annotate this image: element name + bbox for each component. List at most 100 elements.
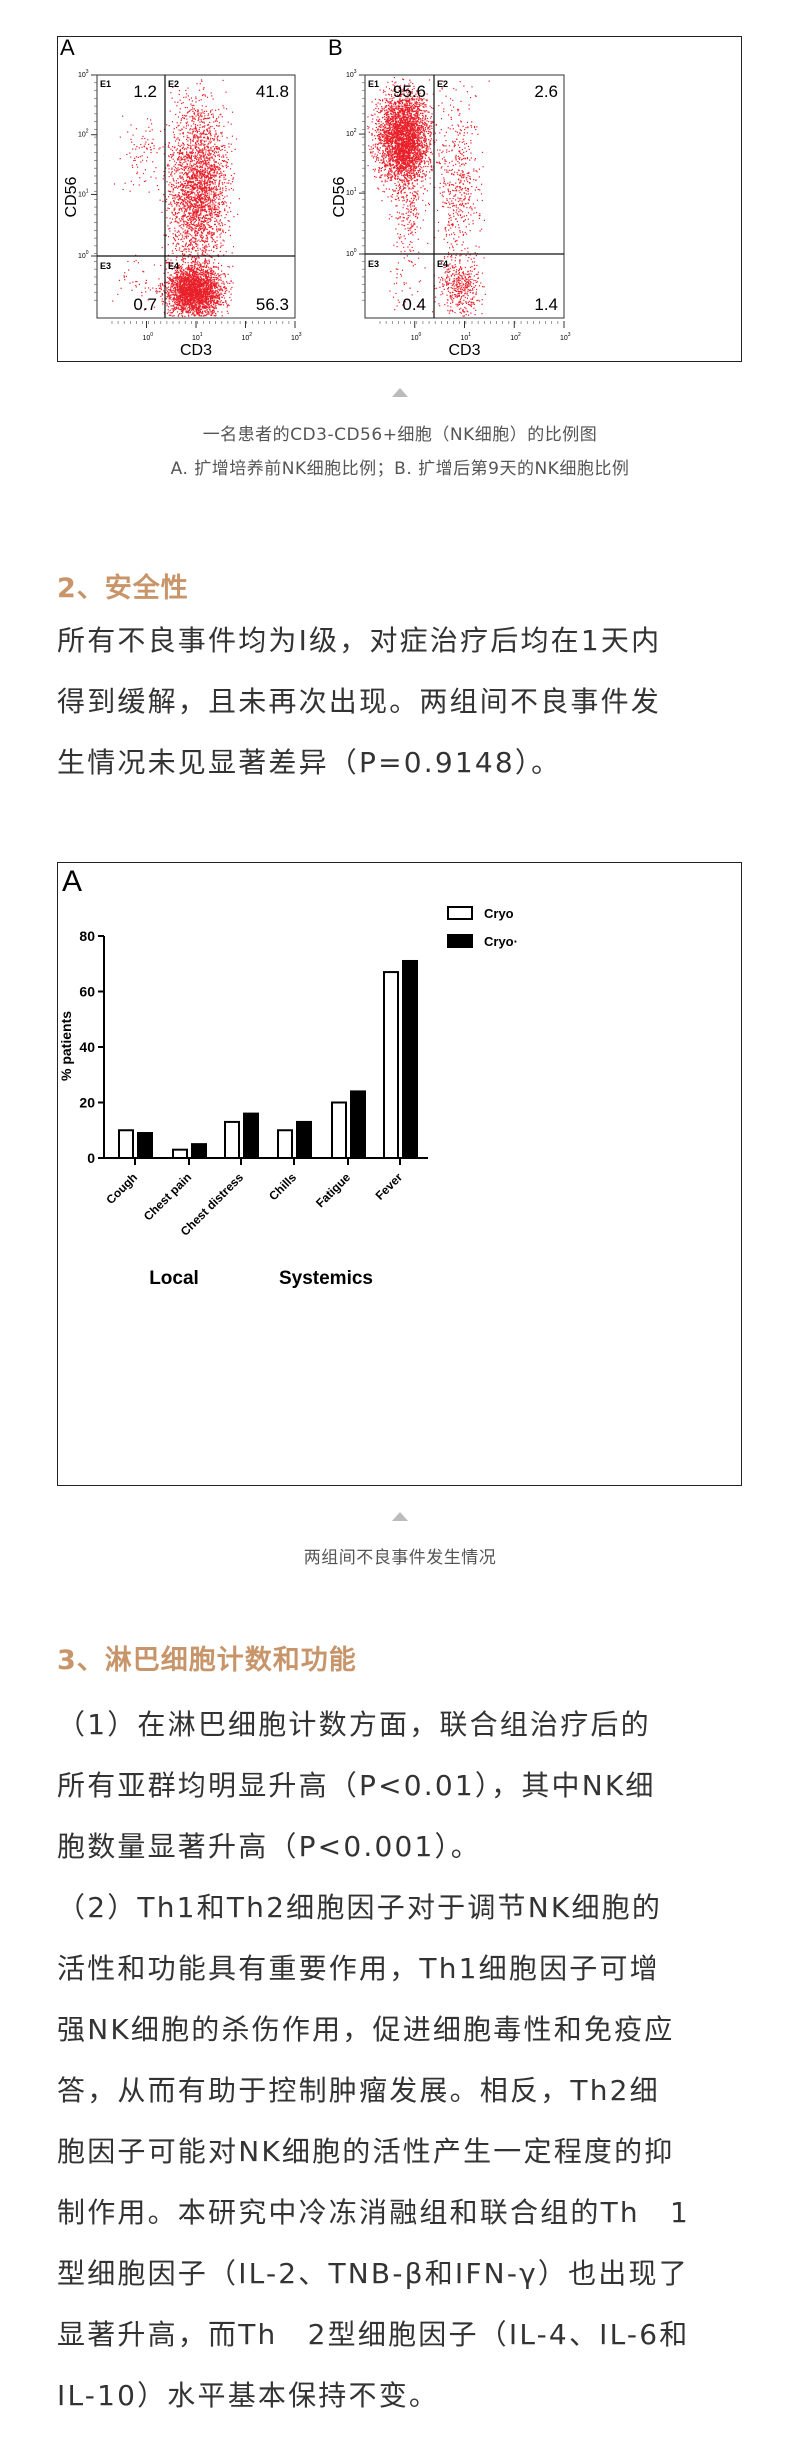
- scatter-dot: [197, 281, 199, 283]
- scatter-dot: [198, 285, 200, 287]
- scatter-dot: [193, 134, 195, 137]
- scatter-dot: [202, 240, 204, 242]
- scatter-dot: [219, 298, 221, 300]
- scatter-dot: [231, 135, 233, 137]
- scatter-dot: [170, 259, 172, 261]
- scatter-dot: [191, 306, 193, 308]
- scatter-dot: [207, 137, 209, 139]
- scatter-dot: [213, 198, 215, 200]
- scatter-dot: [194, 123, 197, 126]
- scatter-dot: [228, 229, 230, 231]
- scatter-dot: [183, 284, 185, 287]
- scatter-dot: [201, 297, 203, 299]
- scatter-dot: [211, 273, 213, 275]
- scatter-dot: [191, 258, 193, 260]
- scatter-dot: [190, 283, 192, 285]
- scatter-dot: [188, 137, 190, 139]
- scatter-dot: [209, 272, 211, 275]
- scatter-dot: [218, 207, 220, 209]
- scatter-dot: [204, 194, 206, 197]
- scatter-dot: [178, 314, 180, 316]
- scatter-dot: [176, 281, 179, 283]
- scatter-dot: [182, 310, 184, 312]
- scatter-dot: [187, 306, 189, 309]
- scatter-dot: [205, 182, 207, 184]
- scatter-dot: [189, 294, 191, 296]
- scatter-dot: [181, 295, 183, 298]
- scatter-dot: [204, 95, 207, 97]
- scatter-dot: [219, 286, 221, 288]
- scatter-dot: [205, 291, 207, 293]
- scatter-dot: [194, 287, 196, 289]
- scatter-dot: [214, 154, 216, 156]
- scatter-dot: [188, 182, 190, 184]
- scatter-dot: [217, 162, 219, 164]
- scatter-dot: [194, 221, 196, 223]
- scatter-dot: [208, 177, 210, 179]
- scatter-dot: [227, 159, 229, 161]
- scatter-dot: [185, 244, 187, 246]
- scatter-dot: [171, 294, 173, 296]
- scatter-dot: [200, 303, 203, 305]
- scatter-dot: [221, 288, 223, 290]
- scatter-dot: [205, 151, 207, 153]
- scatter-dot: [199, 170, 201, 173]
- scatter-dot: [217, 188, 219, 190]
- scatter-dot: [205, 215, 207, 217]
- scatter-dot: [212, 138, 214, 140]
- scatter-dot: [197, 229, 200, 231]
- scatter-dot: [193, 237, 195, 239]
- scatter-dot: [197, 124, 199, 126]
- scatter-dot: [194, 283, 196, 285]
- scatter-dot: [173, 304, 175, 306]
- scatter-dot: [178, 289, 180, 291]
- scatter-dot: [216, 279, 218, 281]
- scatter-dot: [191, 140, 193, 142]
- scatter-dot: [210, 219, 212, 221]
- scatter-dot: [214, 183, 216, 185]
- scatter-dot: [221, 156, 223, 158]
- scatter-dot: [168, 208, 170, 210]
- scatter-dot: [192, 115, 194, 117]
- scatter-dot: [171, 167, 173, 169]
- scatter-dot: [194, 178, 196, 180]
- scatter-dot: [200, 205, 202, 208]
- scatter-dot: [170, 201, 172, 203]
- scatter-dot: [196, 154, 198, 156]
- scatter-dot: [181, 245, 183, 247]
- scatter-dot: [197, 303, 199, 305]
- scatter-dot: [198, 197, 200, 199]
- scatter-dot: [216, 197, 218, 199]
- scatter-dot: [221, 223, 224, 225]
- scatter-dot: [153, 306, 155, 308]
- scatter-dot: [177, 286, 179, 288]
- scatter-dot: [194, 263, 196, 265]
- scatter-dot: [176, 294, 178, 296]
- scatter-dot: [203, 149, 205, 151]
- scatter-dot: [182, 252, 184, 255]
- scatter-dot: [206, 283, 209, 285]
- scatter-dot: [217, 292, 219, 294]
- scatter-dot: [182, 307, 184, 309]
- scatter-dot: [186, 123, 188, 125]
- scatter-dot: [170, 312, 172, 314]
- scatter-dot: [181, 314, 183, 316]
- scatter-dot: [176, 277, 178, 279]
- scatter-dot: [203, 140, 205, 142]
- scatter-dot: [228, 266, 230, 268]
- scatter-dot: [215, 204, 217, 206]
- scatter-dot: [203, 229, 206, 231]
- scatter-dot: [194, 215, 197, 217]
- scatter-dot: [211, 295, 213, 297]
- scatter-dot: [185, 202, 187, 204]
- scatter-dot: [190, 276, 192, 278]
- scatter-dot: [219, 234, 221, 236]
- scatter-dot: [198, 281, 200, 284]
- scatter-dot: [211, 234, 213, 236]
- scatter-dot: [188, 166, 190, 168]
- scatter-dot: [169, 309, 171, 311]
- scatter-dot: [177, 195, 179, 197]
- scatter-dot: [213, 205, 215, 207]
- scatter-dot: [204, 227, 206, 229]
- scatter-dot: [201, 126, 203, 128]
